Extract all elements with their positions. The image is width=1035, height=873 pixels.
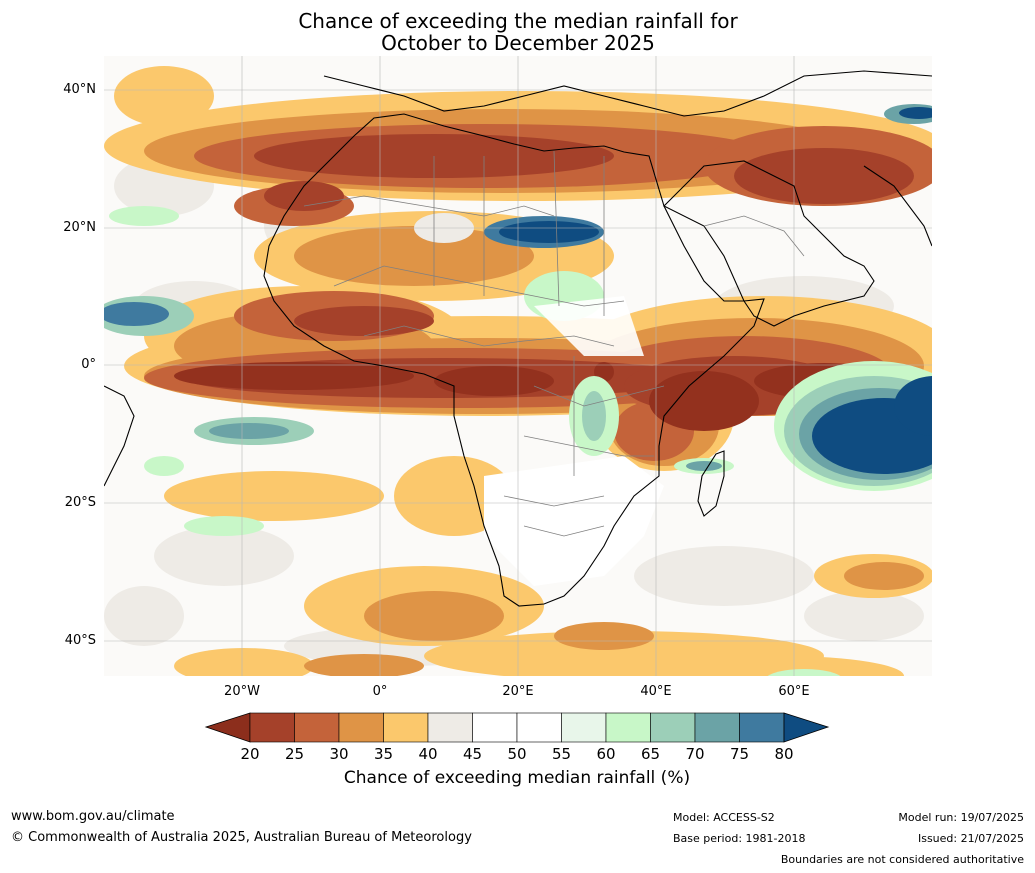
colorbar-tick-label: 35 [373, 745, 394, 763]
footer-issued: Issued: 21/07/2025 [917, 832, 1024, 845]
footer-model-run: Model run: 19/07/2025 [898, 811, 1024, 824]
colorbar-cell [383, 712, 429, 743]
colorbar-cell [516, 712, 562, 743]
lon-label-20w: 20°W [224, 684, 260, 699]
colorbar-cell [694, 712, 740, 743]
colorbar-high-arrow [783, 712, 830, 743]
southern-africa-neutral [484, 296, 664, 586]
footer-model: Model: ACCESS-S2 [673, 811, 775, 824]
colorbar-tick-label: 60 [596, 745, 616, 763]
colorbar-cell [561, 712, 607, 743]
colorbar-cell [294, 712, 340, 743]
colorbar-tick-label: 75 [729, 745, 750, 763]
graticule [104, 56, 932, 676]
colorbar-tick-label: 80 [774, 745, 794, 763]
colorbar-tick-label: 20 [240, 745, 260, 763]
colorbar-tick-label: 25 [284, 745, 305, 763]
lat-label-40s: 40°S [64, 633, 96, 648]
lon-label-60e: 60°E [778, 684, 810, 699]
lat-label-0: 0° [81, 357, 96, 372]
colorbar-cells [249, 712, 785, 743]
colorbar-tick-label: 55 [551, 745, 572, 763]
india-coastline [863, 165, 932, 247]
dark-brown-layer [174, 362, 894, 431]
madagascar-coastline [697, 450, 725, 517]
colorbar-tick-label: 45 [462, 745, 483, 763]
lon-label-0: 0° [372, 684, 388, 699]
colorbar-tick-label: 50 [507, 745, 527, 763]
south-america-coastline [104, 385, 135, 487]
europe-coastline [323, 70, 932, 117]
title-line-2: October to December 2025 [381, 31, 655, 55]
lat-label-40n: 40°N [63, 82, 96, 97]
colorbar-cell [427, 712, 473, 743]
colorbar-low-arrow [204, 712, 251, 743]
colorbar-cell [739, 712, 785, 743]
lat-label-20s: 20°S [64, 495, 96, 510]
colorbar-svg [204, 712, 830, 743]
wet-signal-layer [104, 104, 932, 676]
map-svg [104, 56, 932, 676]
africa-coastline [263, 113, 765, 607]
colorbar-tick-label: 40 [418, 745, 438, 763]
footer-base-period: Base period: 1981-2018 [673, 832, 806, 845]
arabia-coastline [663, 160, 875, 327]
colorbar-cell [338, 712, 384, 743]
coastlines [104, 70, 932, 607]
colorbar-tick-label: 70 [685, 745, 705, 763]
colorbar-cell [249, 712, 295, 743]
chart-title: Chance of exceeding the median rainfall … [104, 10, 932, 54]
colorbar-cell [472, 712, 518, 743]
colorbar-title: Chance of exceeding median rainfall (%) [343, 768, 691, 788]
footer-disclaimer: Boundaries are not considered authoritat… [780, 853, 1024, 866]
colorbar-cell [650, 712, 696, 743]
lon-label-20e: 20°E [502, 684, 534, 699]
rainfall-probability-map [104, 56, 932, 676]
title-line-1: Chance of exceeding the median rainfall … [298, 9, 738, 33]
country-borders [303, 150, 805, 537]
colorbar-tick-label: 65 [640, 745, 661, 763]
colorbar-tick-label: 30 [329, 745, 349, 763]
colorbar [204, 712, 830, 744]
lon-label-40e: 40°E [640, 684, 672, 699]
lat-label-20n: 20°N [63, 220, 96, 235]
footer-url: www.bom.gov.au/climate [11, 809, 175, 824]
colorbar-cell [605, 712, 651, 743]
footer-copyright: © Commonwealth of Australia 2025, Austra… [11, 830, 472, 845]
